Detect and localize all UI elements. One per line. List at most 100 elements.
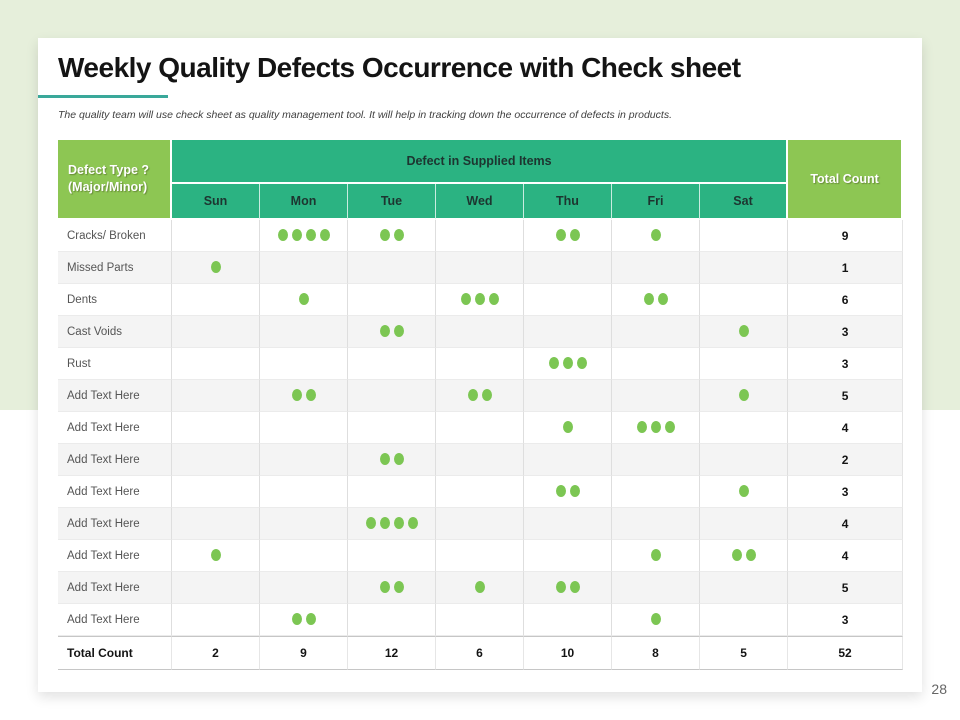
defect-dot — [393, 325, 404, 338]
defect-dot — [393, 517, 404, 530]
defect-dot — [393, 581, 404, 594]
day-total: 5 — [700, 636, 789, 670]
dot-cell — [348, 476, 436, 508]
dot-cell — [348, 572, 436, 604]
day-total: 12 — [348, 636, 436, 670]
dot-cell — [700, 604, 789, 636]
dot-cell — [436, 604, 524, 636]
defect-type-header: Defect Type ? (Major/Minor) — [58, 140, 172, 220]
defect-dot — [474, 293, 485, 306]
defect-dot — [650, 549, 661, 562]
dot-cell — [348, 348, 436, 380]
total-count-header: Total Count — [788, 140, 904, 220]
row-total: 9 — [788, 220, 904, 252]
defect-label: Add Text Here — [58, 412, 172, 444]
defect-label: Add Text Here — [58, 476, 172, 508]
defect-dot — [650, 613, 661, 626]
dot-cell — [348, 412, 436, 444]
defect-dot — [555, 581, 566, 594]
footer-label: Total Count — [58, 636, 172, 670]
check-sheet-table: Defect Type ? (Major/Minor) Defect in Su… — [58, 140, 904, 670]
dot-cell — [612, 348, 700, 380]
defect-label: Dents — [58, 284, 172, 316]
dot-cell — [260, 540, 348, 572]
dot-cell — [700, 220, 789, 252]
dot-cell — [436, 316, 524, 348]
dot-cell — [524, 508, 612, 540]
table-row: Cracks/ Broken 9 — [58, 220, 904, 252]
dot-cell — [436, 252, 524, 284]
dot-cell — [612, 380, 700, 412]
dot-cell — [700, 508, 789, 540]
defect-label: Rust — [58, 348, 172, 380]
dot-cell — [348, 316, 436, 348]
defect-dot — [664, 421, 675, 434]
defect-dot — [474, 581, 485, 594]
dot-cell — [348, 540, 436, 572]
dot-cell — [436, 220, 524, 252]
day-total: 9 — [260, 636, 348, 670]
table-row: Cast Voids 3 — [58, 316, 904, 348]
table-row: Add Text Here 4 — [58, 540, 904, 572]
dot-cell — [524, 252, 612, 284]
defect-dot — [738, 389, 749, 402]
dot-cell — [348, 252, 436, 284]
day-header-sun: Sun — [172, 184, 260, 220]
table-body: Cracks/ Broken 9 Missed Parts 1 Dents 6 Cast V… — [58, 220, 904, 636]
day-header-wed: Wed — [436, 184, 524, 220]
row-total: 3 — [788, 348, 904, 380]
dot-cell — [612, 252, 700, 284]
dot-cell — [436, 348, 524, 380]
dot-cell — [348, 284, 436, 316]
dot-cell — [436, 572, 524, 604]
row-total: 3 — [788, 476, 904, 508]
dot-cell — [348, 380, 436, 412]
title-underline — [38, 95, 168, 98]
defect-dot — [555, 229, 566, 242]
grand-total: 52 — [788, 636, 904, 670]
defect-dot — [555, 485, 566, 498]
defect-dot — [393, 453, 404, 466]
defect-dot — [643, 293, 654, 306]
defect-dot — [738, 485, 749, 498]
dot-cell — [612, 572, 700, 604]
defect-dot — [460, 293, 471, 306]
table-row: Missed Parts 1 — [58, 252, 904, 284]
dot-cell — [612, 508, 700, 540]
dot-cell — [524, 412, 612, 444]
table-row: Add Text Here 3 — [58, 476, 904, 508]
day-header-mon: Mon — [260, 184, 348, 220]
dot-cell — [612, 284, 700, 316]
defect-label: Add Text Here — [58, 540, 172, 572]
dot-cell — [260, 412, 348, 444]
dot-cell — [524, 476, 612, 508]
defect-dot — [562, 357, 573, 370]
defect-dot — [210, 261, 221, 274]
defect-label: Add Text Here — [58, 572, 172, 604]
defect-label: Cracks/ Broken — [58, 220, 172, 252]
dot-cell — [436, 380, 524, 412]
dot-cell — [700, 540, 789, 572]
dot-cell — [348, 220, 436, 252]
defect-label: Add Text Here — [58, 444, 172, 476]
dot-cell — [524, 604, 612, 636]
dot-cell — [524, 348, 612, 380]
defect-label: Missed Parts — [58, 252, 172, 284]
defect-dot — [481, 389, 492, 402]
defect-type-line2: (Major/Minor) — [68, 180, 148, 194]
day-total: 2 — [172, 636, 260, 670]
table-header: Defect Type ? (Major/Minor) Defect in Su… — [58, 140, 904, 220]
dot-cell — [700, 380, 789, 412]
dot-cell — [348, 604, 436, 636]
dot-cell — [260, 284, 348, 316]
dot-cell — [700, 252, 789, 284]
dot-cell — [172, 284, 260, 316]
dot-cell — [172, 444, 260, 476]
dot-cell — [260, 508, 348, 540]
row-total: 3 — [788, 604, 904, 636]
dot-cell — [172, 380, 260, 412]
table-row: Add Text Here 2 — [58, 444, 904, 476]
defect-dot — [569, 229, 580, 242]
dot-cell — [524, 316, 612, 348]
defect-label: Add Text Here — [58, 508, 172, 540]
